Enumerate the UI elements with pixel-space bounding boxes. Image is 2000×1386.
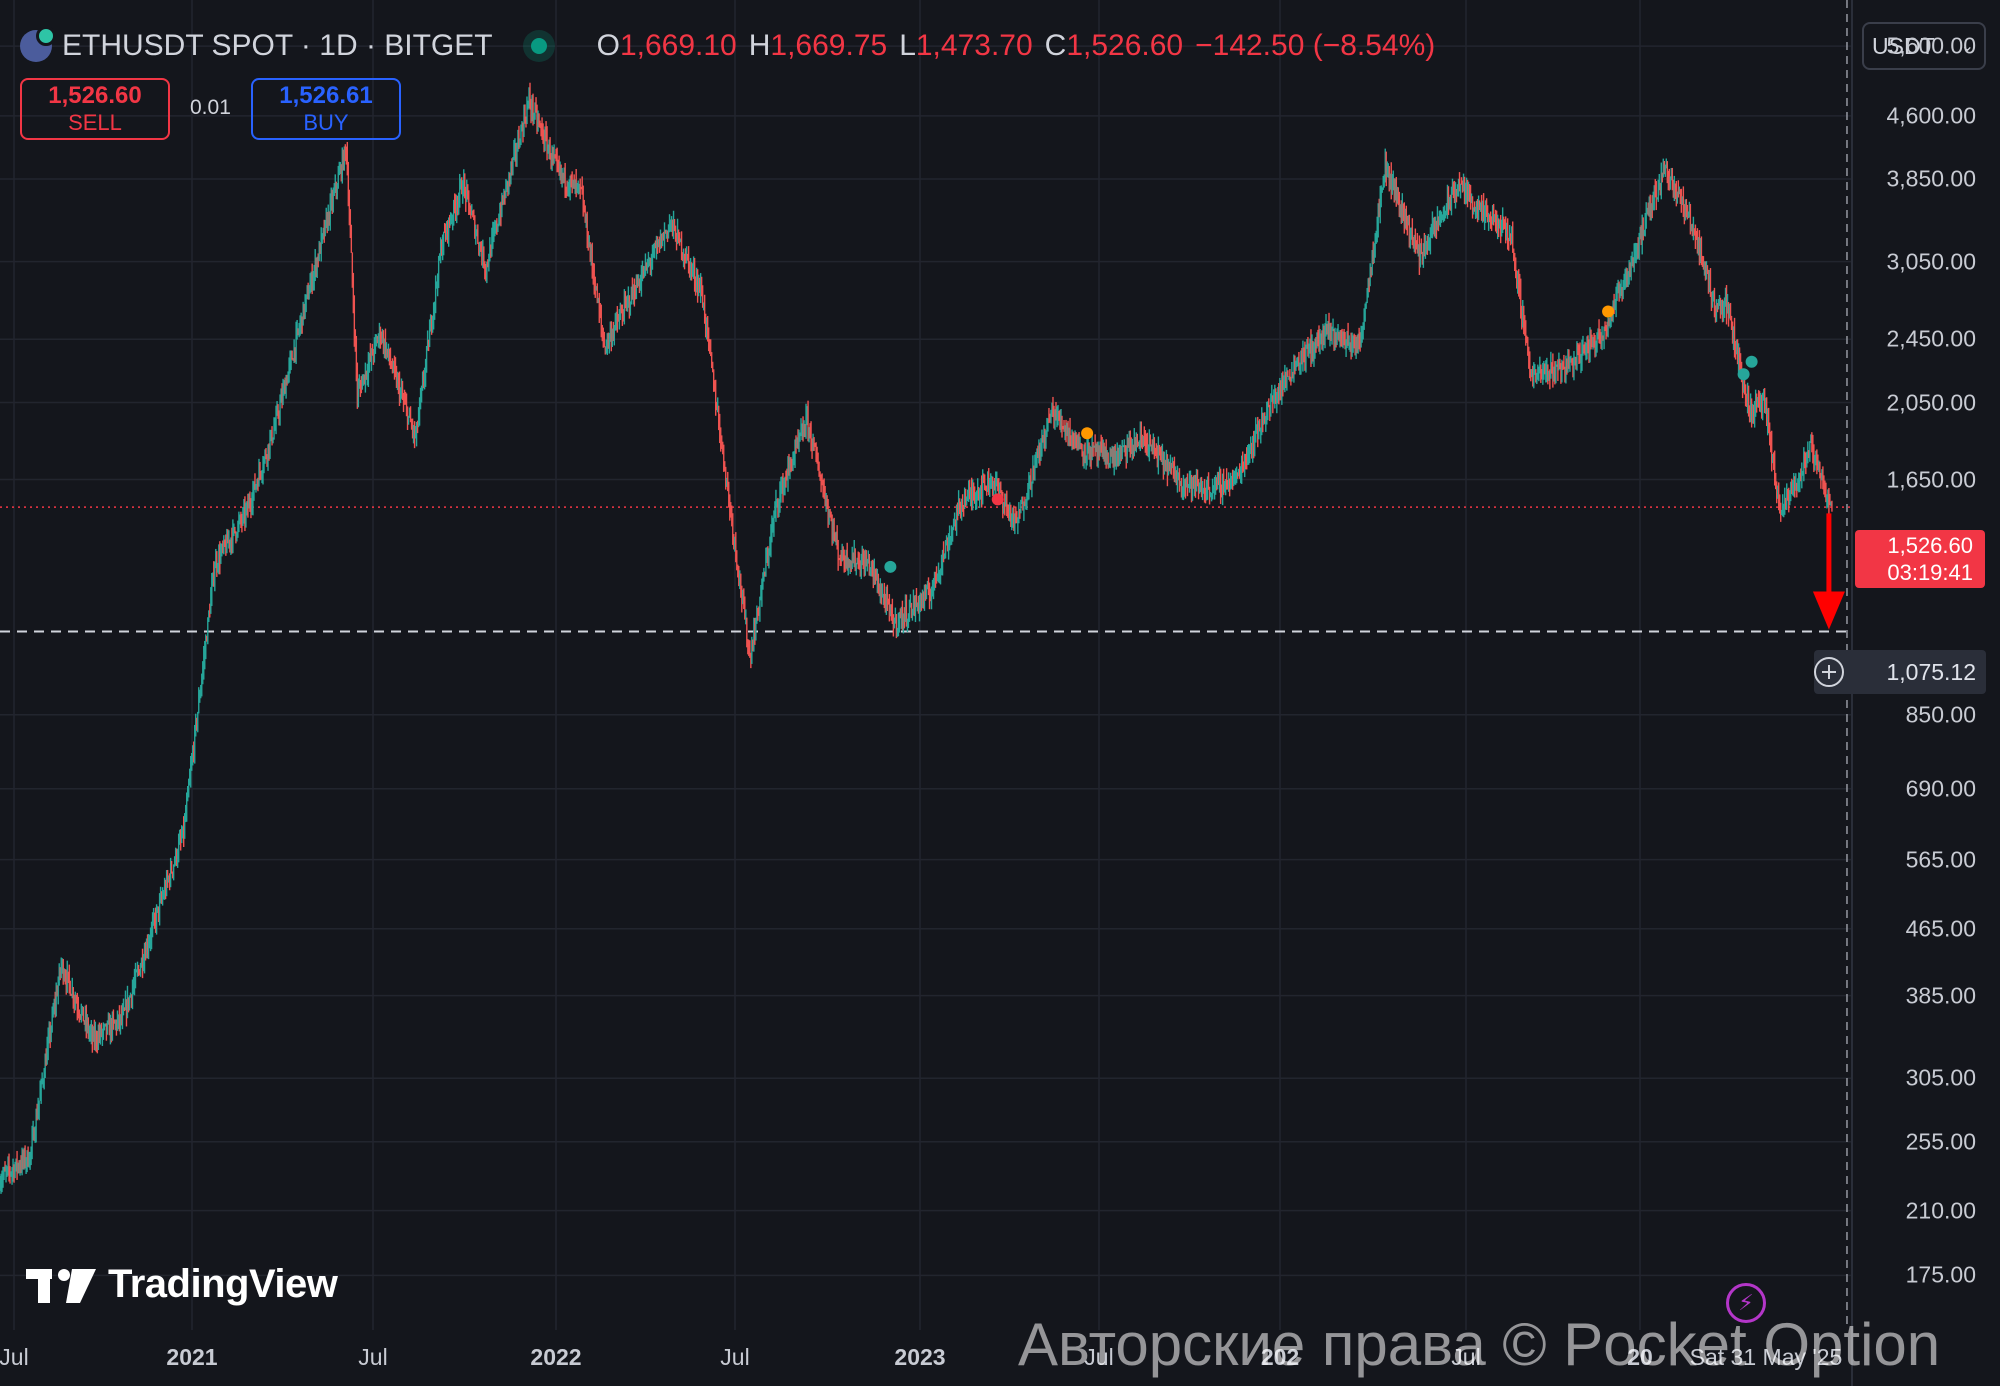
price-tick-label: 210.00 <box>1905 1197 1976 1224</box>
sell-price: 1,526.60 <box>48 82 142 109</box>
price-tick-label: 305.00 <box>1905 1064 1976 1091</box>
horizontal-line-price: 1,075.12 <box>1886 658 1976 685</box>
signal-marker <box>1745 355 1758 368</box>
price-tick-label: 2,050.00 <box>1886 389 1976 416</box>
time-tick-label: Jul <box>1451 1344 1481 1370</box>
low-key: L <box>899 29 916 62</box>
price-tick-label: 690.00 <box>1905 775 1976 802</box>
tradingview-logo[interactable]: TradingView <box>26 1262 338 1307</box>
high-key: H <box>748 29 771 62</box>
time-tick-label: Jul <box>720 1344 750 1370</box>
buy-price: 1,526.61 <box>279 82 373 109</box>
time-tick-label: Jul <box>1084 1344 1114 1370</box>
time-tick-label: 202 <box>1260 1344 1300 1370</box>
bar-countdown: 03:19:41 <box>1887 560 1973 585</box>
horizontal-line-tag[interactable]: 1,075.12 <box>1814 650 1986 694</box>
chart-header: ETHUSDT SPOT · 1D · BITGET O 1,669.10 H … <box>20 24 1435 68</box>
price-tick-label: 3,050.00 <box>1886 248 1976 275</box>
open-value: 1,669.10 <box>619 29 737 62</box>
ethereum-icon <box>20 26 56 62</box>
price-tick-label: 5,600.00 <box>1886 32 1976 59</box>
target-arrow-head <box>1812 591 1845 630</box>
low-value: 1,473.70 <box>915 29 1033 62</box>
time-tick-label: 2022 <box>530 1344 582 1370</box>
symbol-title[interactable]: ETHUSDT SPOT · 1D · BITGET <box>62 29 493 62</box>
price-tick-label: 1,650.00 <box>1886 466 1976 492</box>
tradingview-wordmark: TradingView <box>108 1262 338 1306</box>
add-plus-icon[interactable] <box>1814 657 1844 687</box>
lightning-icon[interactable]: ⚡ <box>1726 1283 1766 1323</box>
close-value: 1,526.60 <box>1066 29 1184 62</box>
price-tick-label: 4,600.00 <box>1886 102 1976 129</box>
current-price: 1,526.60 <box>1887 533 1973 558</box>
time-tick-label: Jul <box>0 1344 29 1370</box>
signal-marker <box>1737 368 1750 381</box>
sell-button[interactable]: 1,526.60 SELL <box>20 78 170 140</box>
spread-value: 0.01 <box>190 96 231 119</box>
price-tick-label: 2,450.00 <box>1886 325 1976 352</box>
chevron-down-icon: ⌄ <box>1960 38 1974 55</box>
crosshair-date-label: Sat 31 May '25 <box>1689 1344 1843 1370</box>
time-tick-label: 20 <box>1627 1344 1653 1370</box>
price-tick-label: 385.00 <box>1905 982 1976 1009</box>
time-tick-label: 2023 <box>894 1344 946 1370</box>
market-open-dot-icon <box>530 38 547 54</box>
currency-value: USDT <box>1872 32 1935 59</box>
signal-marker <box>991 493 1004 506</box>
price-tick-label: 850.00 <box>1905 701 1976 728</box>
time-tick-label: Jul <box>358 1344 388 1370</box>
signal-marker <box>884 560 897 573</box>
buy-button[interactable]: 1,526.61 BUY <box>251 78 401 140</box>
price-tick-label: 175.00 <box>1905 1261 1976 1288</box>
price-tick-label: 3,850.00 <box>1886 165 1976 192</box>
open-key: O <box>596 29 620 62</box>
sell-label: SELL <box>68 110 122 135</box>
price-tick-label: 465.00 <box>1905 915 1976 942</box>
price-tick-label: 565.00 <box>1905 846 1976 873</box>
price-tick-label: 255.00 <box>1905 1128 1976 1155</box>
high-value: 1,669.75 <box>770 29 888 62</box>
tradingview-mark-icon <box>26 1268 96 1303</box>
current-price-tag: 1,526.60 03:19:41 <box>1855 530 1985 588</box>
buy-label: BUY <box>303 110 349 135</box>
signal-marker <box>1081 427 1094 440</box>
change-value: −142.50 (−8.54%) <box>1195 29 1436 62</box>
signal-marker <box>1602 305 1615 318</box>
close-key: C <box>1044 29 1067 62</box>
time-tick-label: 2021 <box>166 1344 218 1370</box>
currency-select[interactable]: USDT ⌄ <box>1862 22 1986 70</box>
copyright-watermark: Авторские права © Pocket Option <box>1018 1311 1941 1378</box>
